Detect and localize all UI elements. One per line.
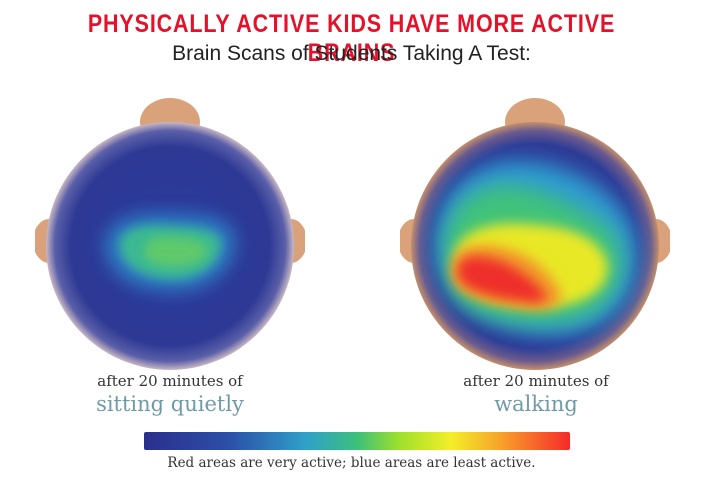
caption-sitting-line2: sitting quietly — [96, 392, 244, 416]
activity-red — [457, 256, 547, 303]
caption-sitting-line1: after 20 minutes of — [97, 372, 243, 390]
activity-color-scale — [144, 432, 570, 450]
scale-legend: Red areas are very active; blue areas ar… — [167, 455, 536, 471]
caption-walking-line1: after 20 minutes of — [463, 372, 609, 390]
brain-scan-walking — [400, 98, 670, 370]
page-title: PHYSICALLY ACTIVE KIDS HAVE MORE ACTIVE … — [87, 10, 616, 67]
brain-scan-sitting — [35, 98, 305, 370]
activity-lime — [144, 237, 207, 266]
page-subtitle: Brain Scans of Students Taking A Test: — [172, 42, 531, 65]
caption-walking-line2: walking — [494, 392, 578, 416]
